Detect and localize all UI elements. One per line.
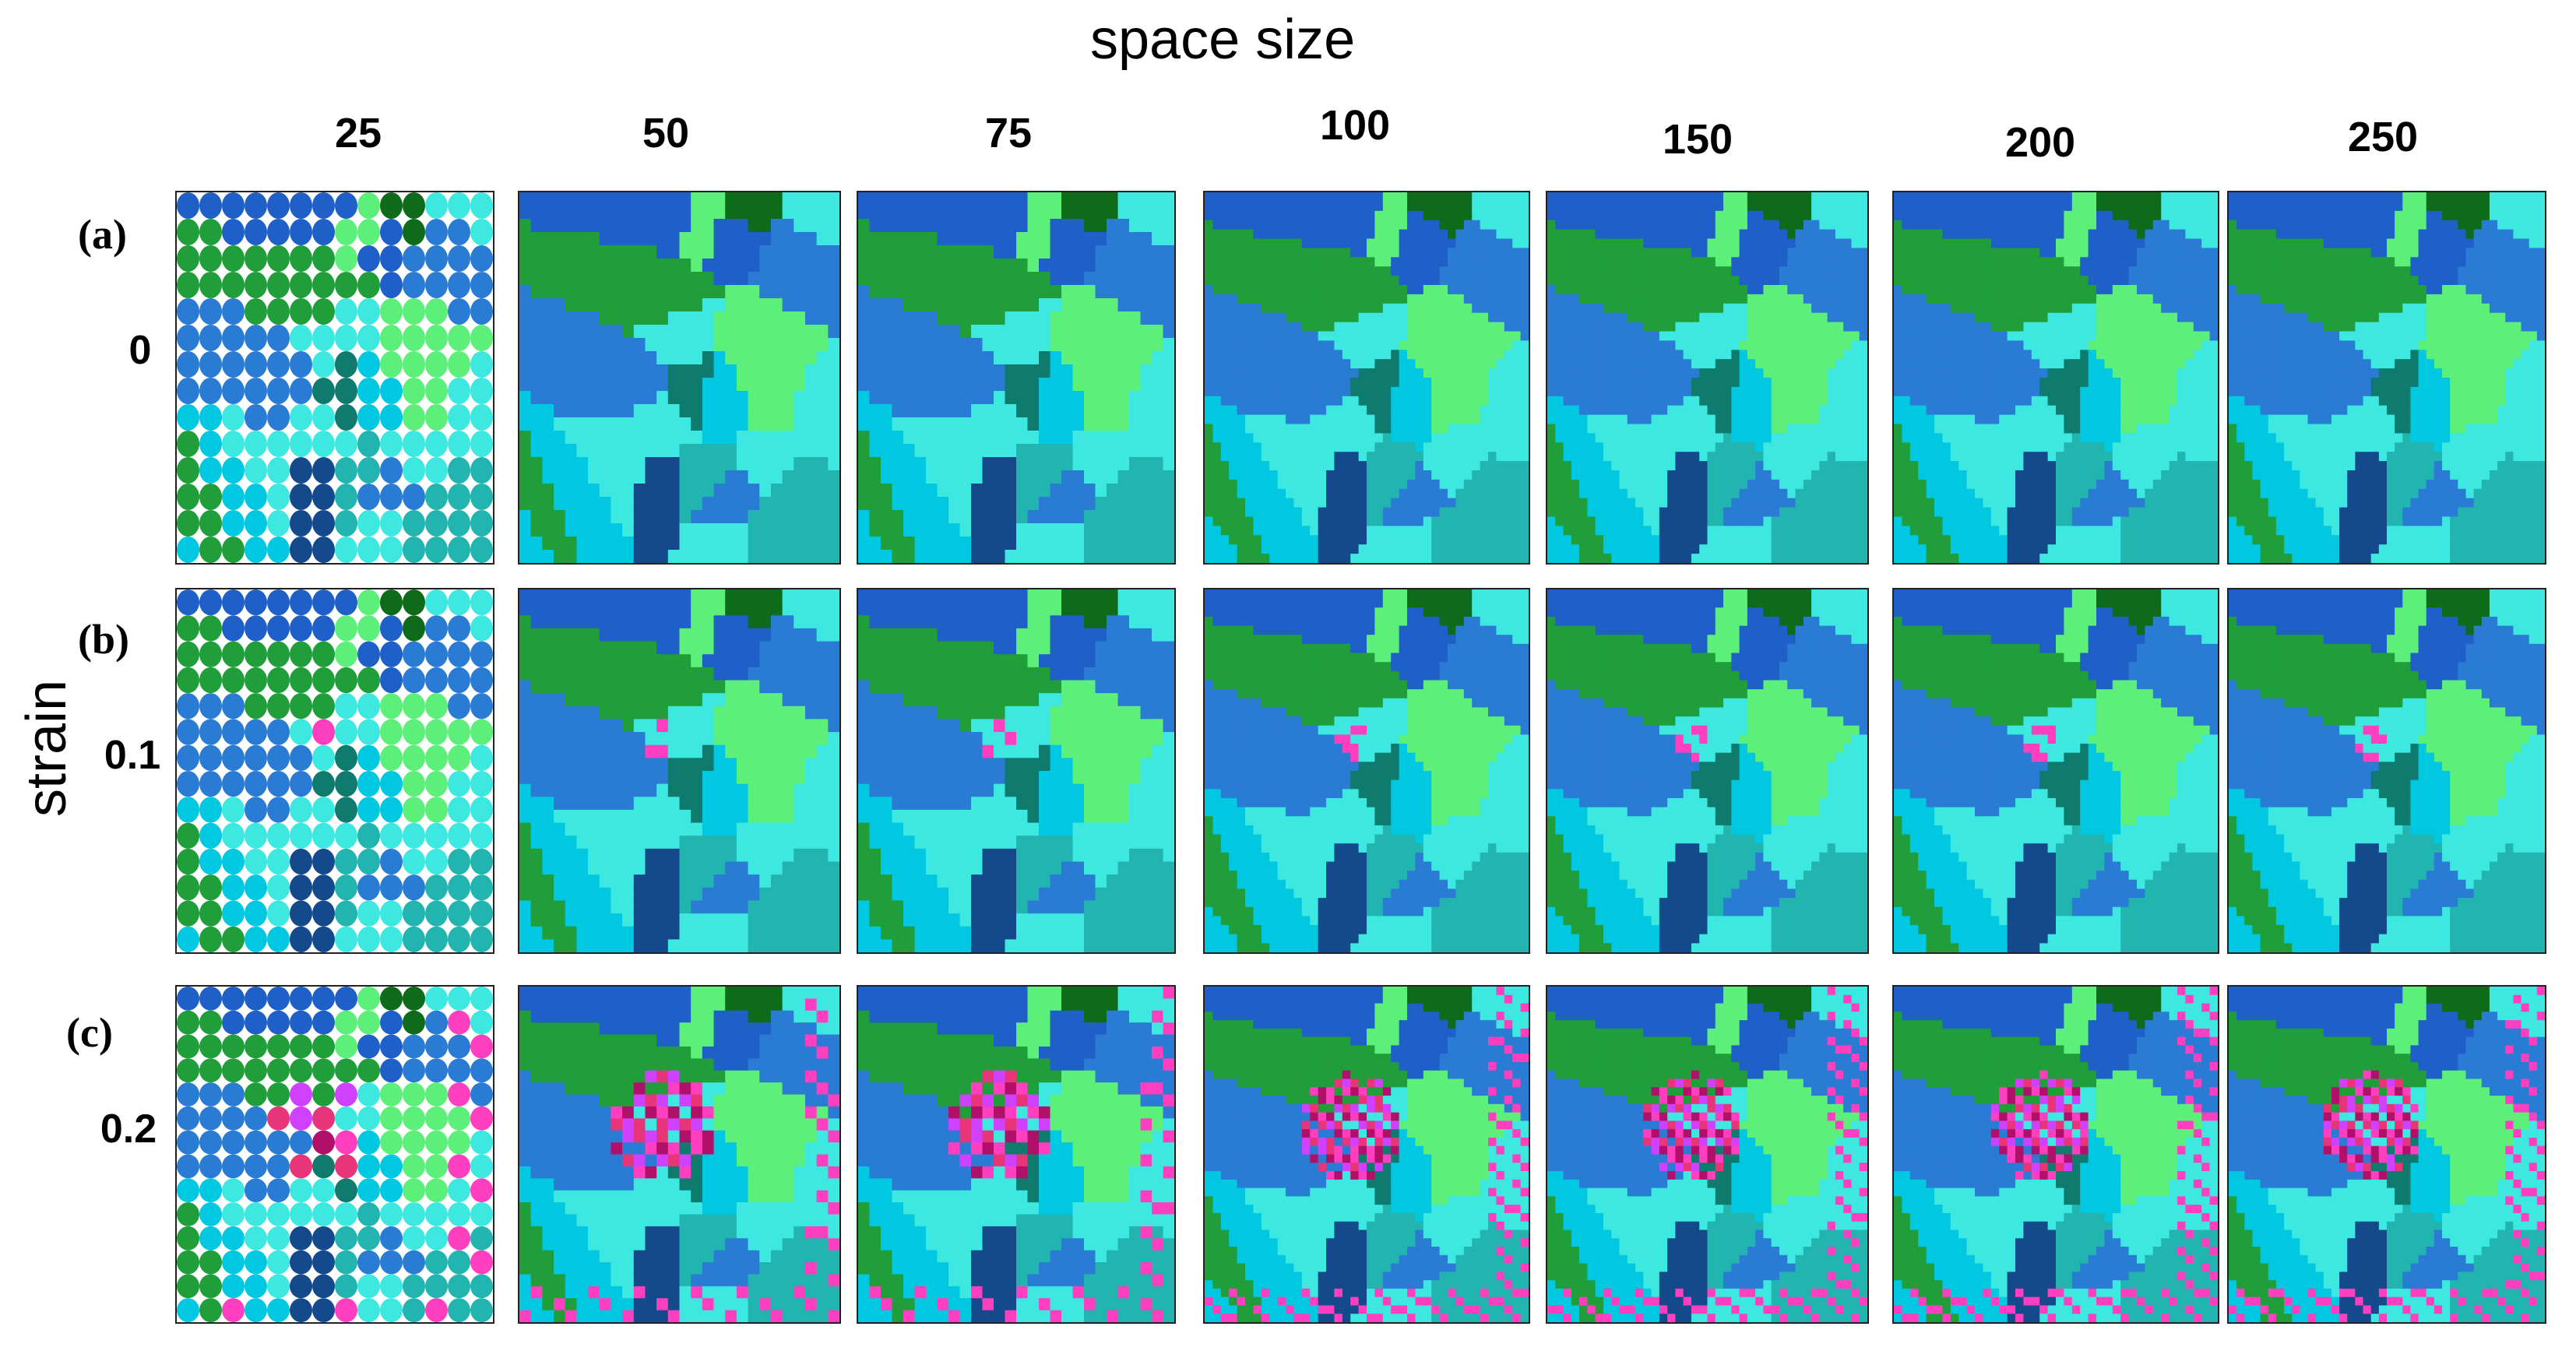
strain-axis-label: strain bbox=[15, 670, 79, 826]
grain-map-panel-r1-c2 bbox=[518, 191, 841, 565]
grain-map-panel-r1-c4 bbox=[1203, 191, 1530, 565]
column-label-150: 150 bbox=[1620, 115, 1775, 164]
grain-map-panel-r3-c7 bbox=[2227, 985, 2546, 1324]
row-strain-0-1: 0.1 bbox=[70, 732, 195, 779]
grain-map-panel-r1-c6 bbox=[1892, 191, 2219, 565]
column-label-25: 25 bbox=[280, 109, 436, 157]
grain-map-panel-r1-c3 bbox=[857, 191, 1176, 565]
grain-map-panel-r3-c2 bbox=[518, 985, 841, 1324]
grain-map-panel-r2-c6 bbox=[1892, 588, 2219, 954]
row-strain-0-2: 0.2 bbox=[66, 1106, 191, 1152]
row-letter-c: (c) bbox=[66, 1008, 113, 1057]
column-label-75: 75 bbox=[931, 109, 1086, 157]
grain-map-panel-r1-c5 bbox=[1546, 191, 1869, 565]
row-letter-a: (a) bbox=[78, 210, 127, 259]
grain-map-panel-r2-c3 bbox=[857, 588, 1176, 954]
grain-map-panel-r1-c1 bbox=[175, 191, 494, 565]
grain-map-panel-r3-c1 bbox=[175, 985, 494, 1324]
grain-map-panel-r2-c7 bbox=[2227, 588, 2546, 954]
grain-map-panel-r3-c3 bbox=[857, 985, 1176, 1324]
grain-map-panel-r1-c7 bbox=[2227, 191, 2546, 565]
row-strain-0: 0 bbox=[78, 327, 202, 374]
grain-map-panel-r2-c4 bbox=[1203, 588, 1530, 954]
figure-title: space size bbox=[1090, 8, 1355, 72]
column-label-200: 200 bbox=[1962, 118, 2118, 167]
grain-map-panel-r3-c6 bbox=[1892, 985, 2219, 1324]
column-label-100: 100 bbox=[1277, 101, 1433, 150]
grain-map-panel-r2-c1 bbox=[175, 588, 494, 954]
row-letter-b: (b) bbox=[78, 615, 129, 663]
grain-map-panel-r3-c5 bbox=[1546, 985, 1869, 1324]
grain-map-panel-r2-c2 bbox=[518, 588, 841, 954]
column-label-50: 50 bbox=[588, 109, 744, 157]
column-label-250: 250 bbox=[2305, 113, 2461, 161]
grain-map-panel-r2-c5 bbox=[1546, 588, 1869, 954]
grain-map-panel-r3-c4 bbox=[1203, 985, 1530, 1324]
